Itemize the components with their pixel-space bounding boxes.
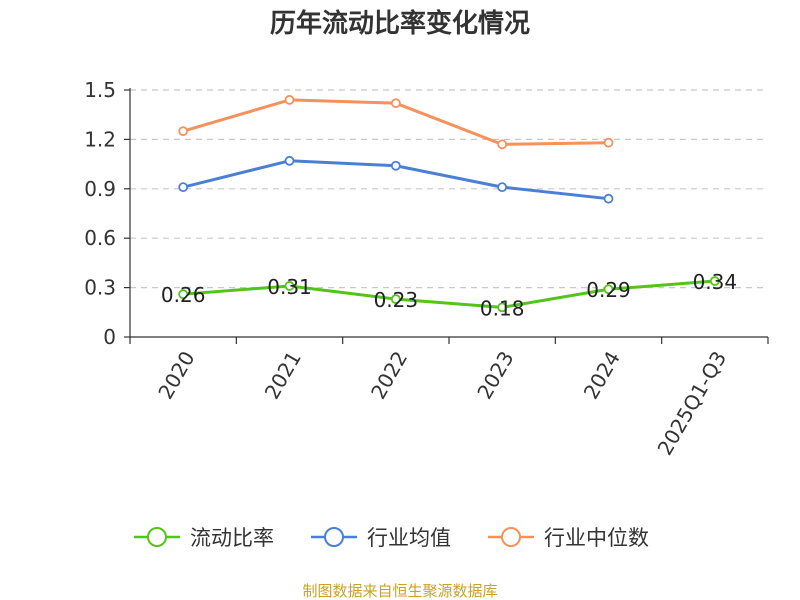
- y-tick-label: 0.9: [84, 177, 116, 201]
- data-point: [497, 139, 508, 150]
- legend: 流动比率 行业均值 行业中位数: [134, 526, 649, 550]
- data-point: [603, 137, 614, 148]
- data-label: 0.34: [693, 270, 738, 294]
- data-label: 0.26: [161, 283, 206, 307]
- data-label: 0.29: [586, 278, 631, 302]
- data-point: [178, 126, 189, 137]
- legend-label: 行业中位数: [544, 526, 649, 550]
- y-tick-label: 1.2: [84, 127, 116, 151]
- legend-item: 流动比率: [134, 526, 274, 550]
- chart-title: 历年流动比率变化情况: [270, 8, 530, 39]
- grid-lines: [130, 89, 768, 289]
- data-point: [390, 160, 401, 171]
- source-note: 制图数据来自恒生聚源数据库: [302, 582, 497, 600]
- data-point: [603, 193, 614, 204]
- data-label: 0.23: [374, 288, 419, 312]
- data-label: 0.18: [480, 296, 525, 320]
- series-group: [178, 94, 720, 313]
- series-line-0: [183, 279, 715, 309]
- data-label: 0.31: [267, 275, 312, 299]
- data-point: [497, 182, 508, 193]
- x-tick-label: 2022: [366, 347, 412, 403]
- data-point: [603, 284, 614, 295]
- x-tick-label: 2024: [579, 347, 625, 403]
- legend-item: 行业中位数: [488, 526, 649, 550]
- data-point: [284, 155, 295, 166]
- y-tick-label: 0.6: [84, 226, 116, 250]
- y-axis-ticks: 0 0.3 0.6 0.9 1.2 1.5: [84, 78, 130, 349]
- legend-item: 行业均值: [311, 526, 451, 550]
- data-point: [709, 276, 720, 286]
- legend-marker: [501, 527, 521, 547]
- y-tick-label: 1.5: [84, 78, 116, 102]
- x-axis-ticks: 2020 2021 2022 2023 2024 2025Q1-Q3: [129, 337, 769, 459]
- data-point: [284, 281, 295, 291]
- data-point: [390, 98, 401, 109]
- legend-marker: [147, 527, 167, 547]
- data-point: [390, 294, 401, 305]
- x-tick-label: 2023: [472, 347, 518, 403]
- x-tick-label: 2020: [153, 347, 199, 403]
- x-tick-label: 2025Q1-Q3: [653, 347, 732, 459]
- data-labels: 0.26 0.31 0.23 0.18 0.29 0.34: [161, 270, 737, 320]
- legend-label: 行业均值: [367, 526, 451, 550]
- data-point: [178, 182, 189, 193]
- legend-marker: [324, 527, 344, 547]
- data-point: [284, 94, 295, 105]
- y-tick-label: 0.3: [84, 276, 116, 300]
- data-point: [178, 289, 189, 300]
- y-tick-label: 0: [103, 325, 116, 349]
- x-tick-label: 2021: [260, 347, 306, 403]
- data-point: [497, 302, 508, 313]
- legend-label: 流动比率: [190, 526, 274, 550]
